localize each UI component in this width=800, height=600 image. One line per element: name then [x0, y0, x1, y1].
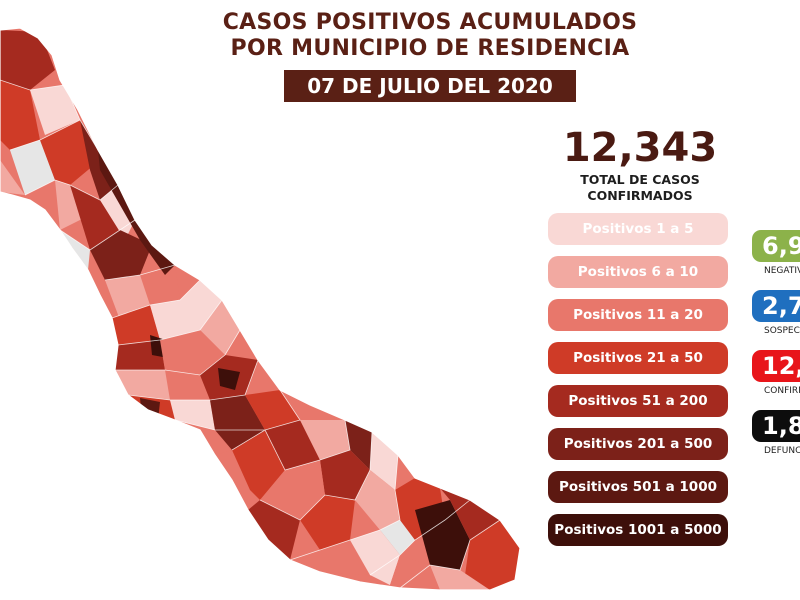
legend-item-6-10: Positivos 6 a 10	[548, 256, 728, 288]
confirmed-count: 12,3	[752, 350, 800, 382]
legend-item-201-500: Positivos 201 a 500	[548, 428, 728, 460]
title-line-2: POR MUNICIPIO DE RESIDENCIA	[230, 36, 630, 61]
suspect-count: 2,73	[752, 290, 800, 322]
deaths-count: 1,83	[752, 410, 800, 442]
confirmed-label: CONFIRM	[764, 386, 800, 396]
total-cases-value: 12,343	[562, 125, 718, 171]
negative-count: 6,95	[752, 230, 800, 262]
total-label-line-2: CONFIRMADOS	[587, 188, 693, 203]
legend-item-1-5: Positivos 1 a 5	[548, 213, 728, 245]
legend-item-51-200: Positivos 51 a 200	[548, 385, 728, 417]
suspect-label: SOSPECH	[764, 326, 800, 336]
municipality-borders	[0, 79, 501, 589]
legend-item-1001-5000: Positivos 1001 a 5000	[548, 514, 728, 546]
legend-item-21-50: Positivos 21 a 50	[548, 342, 728, 374]
total-cases-label: TOTAL DE CASOS CONFIRMADOS	[560, 172, 720, 204]
legend-item-501-1000: Positivos 501 a 1000	[548, 471, 728, 503]
title-line-1: CASOS POSITIVOS ACUMULADOS	[222, 10, 638, 35]
negative-label: NEGATIV	[764, 266, 800, 276]
legend-item-11-20: Positivos 11 a 20	[548, 299, 728, 331]
total-label-line-1: TOTAL DE CASOS	[580, 172, 700, 187]
map-title: CASOS POSITIVOS ACUMULADOS POR MUNICIPIO…	[160, 10, 700, 62]
date-banner: 07 DE JULIO DEL 2020	[284, 70, 576, 102]
deaths-label: DEFUNCI	[764, 446, 800, 456]
